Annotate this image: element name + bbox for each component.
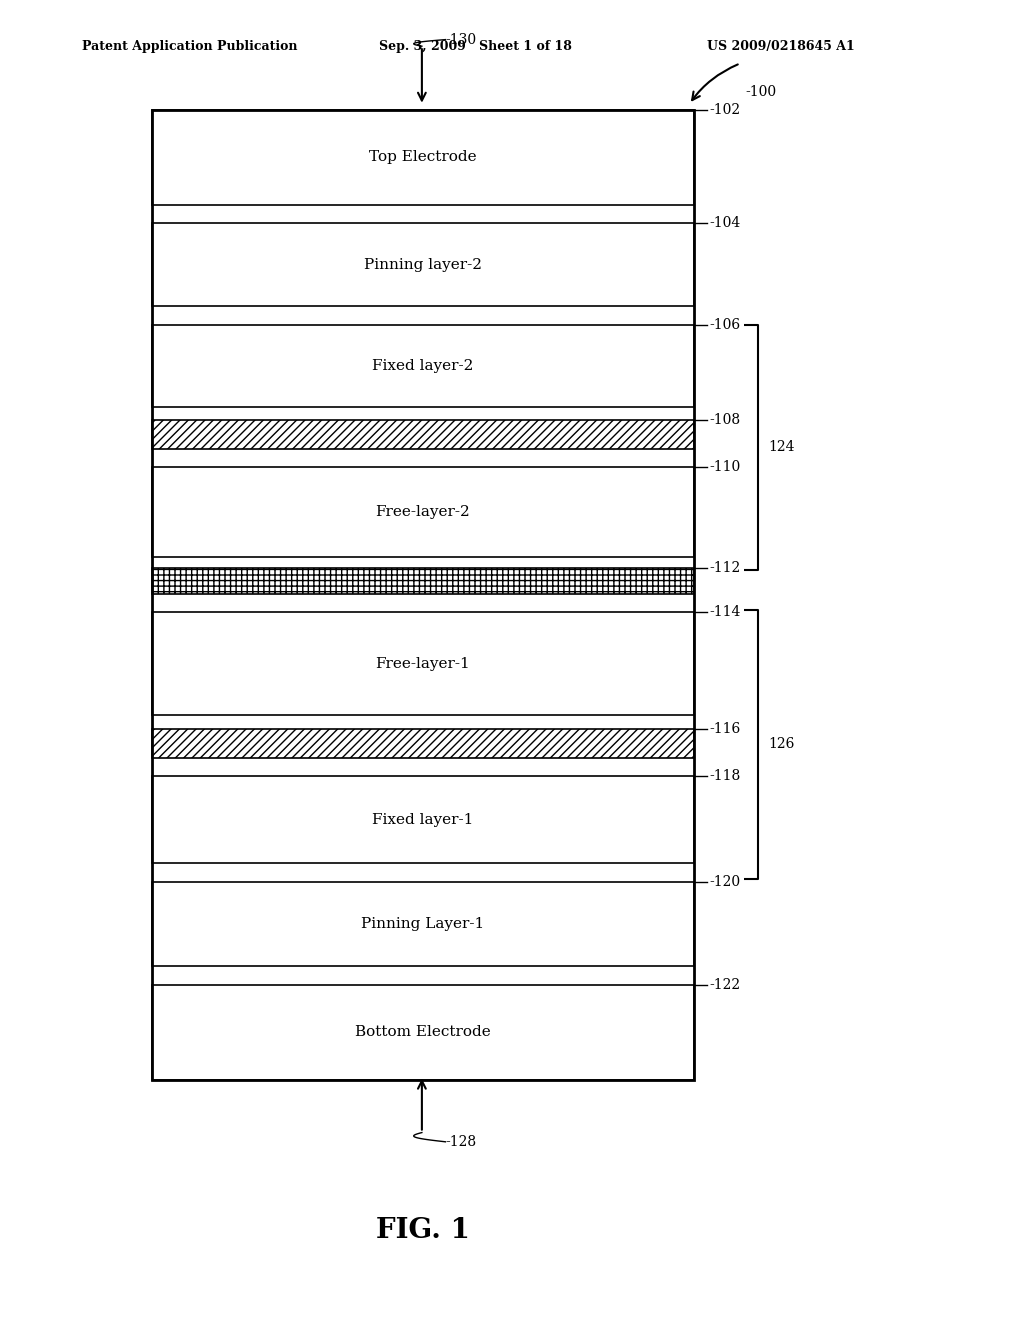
- Text: Patent Application Publication: Patent Application Publication: [82, 40, 297, 53]
- Text: 126: 126: [768, 738, 795, 751]
- Text: Top Electrode: Top Electrode: [369, 150, 477, 164]
- Text: Fixed layer-2: Fixed layer-2: [373, 359, 473, 372]
- Text: -116: -116: [710, 722, 741, 735]
- Text: US 2009/0218645 A1: US 2009/0218645 A1: [707, 40, 854, 53]
- Bar: [152, 985, 694, 1080]
- Bar: [152, 110, 694, 1080]
- Bar: [152, 420, 694, 449]
- Text: -128: -128: [445, 1135, 476, 1148]
- Text: Pinning layer-2: Pinning layer-2: [364, 257, 482, 272]
- Bar: [152, 325, 694, 407]
- Text: Fixed layer-1: Fixed layer-1: [373, 813, 473, 826]
- Text: Bottom Electrode: Bottom Electrode: [355, 1026, 490, 1039]
- Text: Pinning Layer-1: Pinning Layer-1: [361, 917, 484, 931]
- Text: -120: -120: [710, 875, 740, 888]
- Text: 124: 124: [768, 441, 795, 454]
- Bar: [152, 776, 694, 863]
- Text: -130: -130: [445, 33, 476, 46]
- Text: FIG. 1: FIG. 1: [376, 1217, 470, 1243]
- Bar: [152, 882, 694, 966]
- Text: -106: -106: [710, 318, 740, 331]
- Text: -114: -114: [710, 606, 741, 619]
- Text: Free-layer-2: Free-layer-2: [376, 506, 470, 519]
- Text: -118: -118: [710, 770, 741, 783]
- Text: -110: -110: [710, 461, 741, 474]
- Bar: [152, 568, 694, 594]
- Text: -104: -104: [710, 216, 741, 230]
- Bar: [152, 223, 694, 306]
- Text: -122: -122: [710, 978, 740, 991]
- Bar: [152, 110, 694, 205]
- Text: Free-layer-1: Free-layer-1: [376, 657, 470, 671]
- Bar: [152, 612, 694, 715]
- Text: -100: -100: [745, 86, 776, 99]
- Text: -102: -102: [710, 103, 740, 116]
- Text: -108: -108: [710, 413, 740, 426]
- Text: Sep. 3, 2009   Sheet 1 of 18: Sep. 3, 2009 Sheet 1 of 18: [379, 40, 571, 53]
- Text: -112: -112: [710, 561, 741, 574]
- Bar: [152, 467, 694, 557]
- Bar: [152, 729, 694, 758]
